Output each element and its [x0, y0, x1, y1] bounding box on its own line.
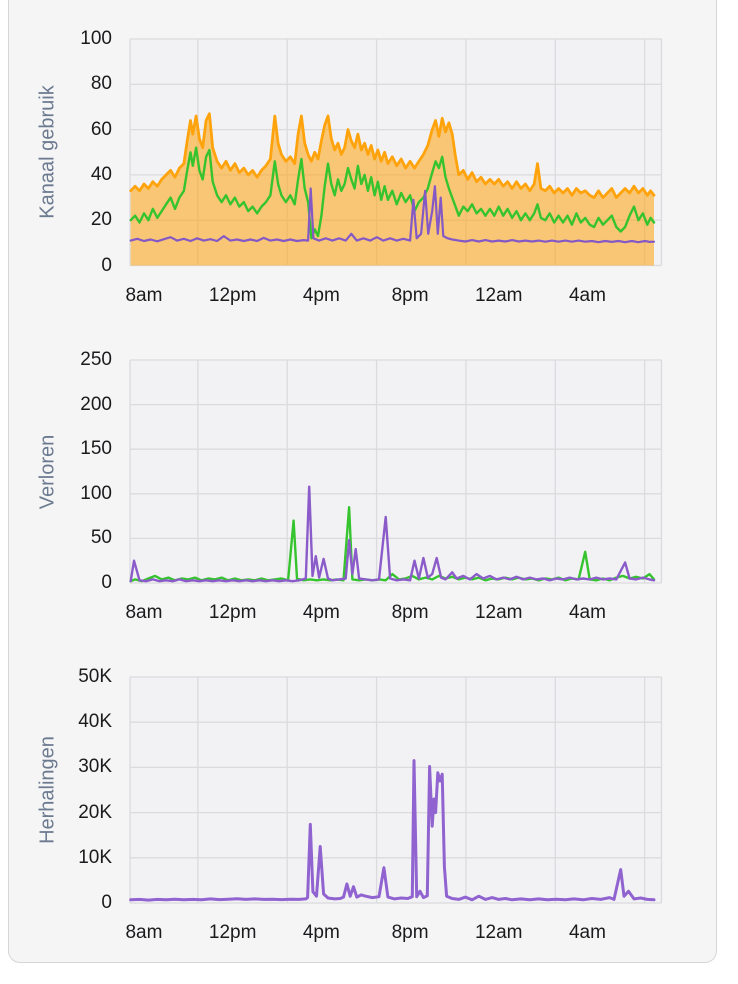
x-tick-label: 8am	[125, 922, 163, 943]
chart-plot-herhalingen	[129, 676, 663, 904]
orange-line	[129, 112, 656, 200]
x-tick-label: 4am	[568, 602, 606, 623]
x-tick-label: 4am	[568, 922, 606, 943]
plot-background	[130, 360, 662, 583]
y-tick-label: 60	[90, 118, 112, 140]
y-tick-label: 30K	[78, 756, 112, 778]
orange-area	[130, 113, 654, 266]
y-tick-label: 20	[90, 209, 112, 231]
purple-line	[129, 759, 656, 902]
x-tick-label: 12am	[474, 922, 523, 943]
x-tick-label: 12am	[474, 602, 523, 623]
purple-line	[129, 485, 656, 583]
x-tick-label: 4pm	[302, 922, 340, 943]
x-tick-label: 8pm	[391, 284, 429, 306]
y-tick-label: 200	[80, 393, 112, 415]
x-tick-label: 12pm	[208, 284, 257, 306]
y-tick-label: 50	[90, 527, 112, 549]
chart-plot-kanaal-gebruik	[129, 38, 663, 267]
y-tick-label: 10K	[78, 846, 112, 868]
y-tick-label: 0	[101, 892, 112, 913]
purple-line	[129, 185, 656, 244]
y-tick-label: 0	[101, 254, 112, 276]
y-tick-label: 40	[90, 163, 112, 185]
y-tick-label: 100	[80, 28, 112, 49]
x-tick-label: 8pm	[391, 602, 429, 623]
y-axis-title-text: Herhalingen	[36, 736, 59, 844]
x-tick-label: 8am	[125, 284, 163, 306]
y-tick-label: 150	[80, 438, 112, 460]
x-tick-label: 12pm	[208, 922, 257, 943]
x-tick-label: 12am	[474, 284, 523, 306]
green-line	[129, 146, 656, 240]
x-tick-label: 12pm	[208, 602, 257, 623]
x-tick-label: 4pm	[302, 284, 340, 306]
y-tick-label: 0	[101, 572, 112, 593]
y-tick-label: 20K	[78, 801, 112, 823]
y-tick-label: 50K	[78, 666, 112, 687]
y-tick-label: 250	[80, 349, 112, 370]
plot-background	[130, 677, 662, 903]
x-tick-label: 8pm	[391, 922, 429, 943]
y-tick-label: 40K	[78, 711, 112, 733]
chart-plot-verloren	[129, 359, 663, 584]
x-tick-label: 4am	[568, 284, 606, 306]
y-axis-title-text: Kanaal gebruik	[36, 85, 59, 219]
y-tick-label: 80	[90, 73, 112, 95]
x-tick-label: 4pm	[302, 602, 340, 623]
y-tick-label: 100	[80, 482, 112, 504]
x-tick-label: 8am	[125, 602, 163, 623]
